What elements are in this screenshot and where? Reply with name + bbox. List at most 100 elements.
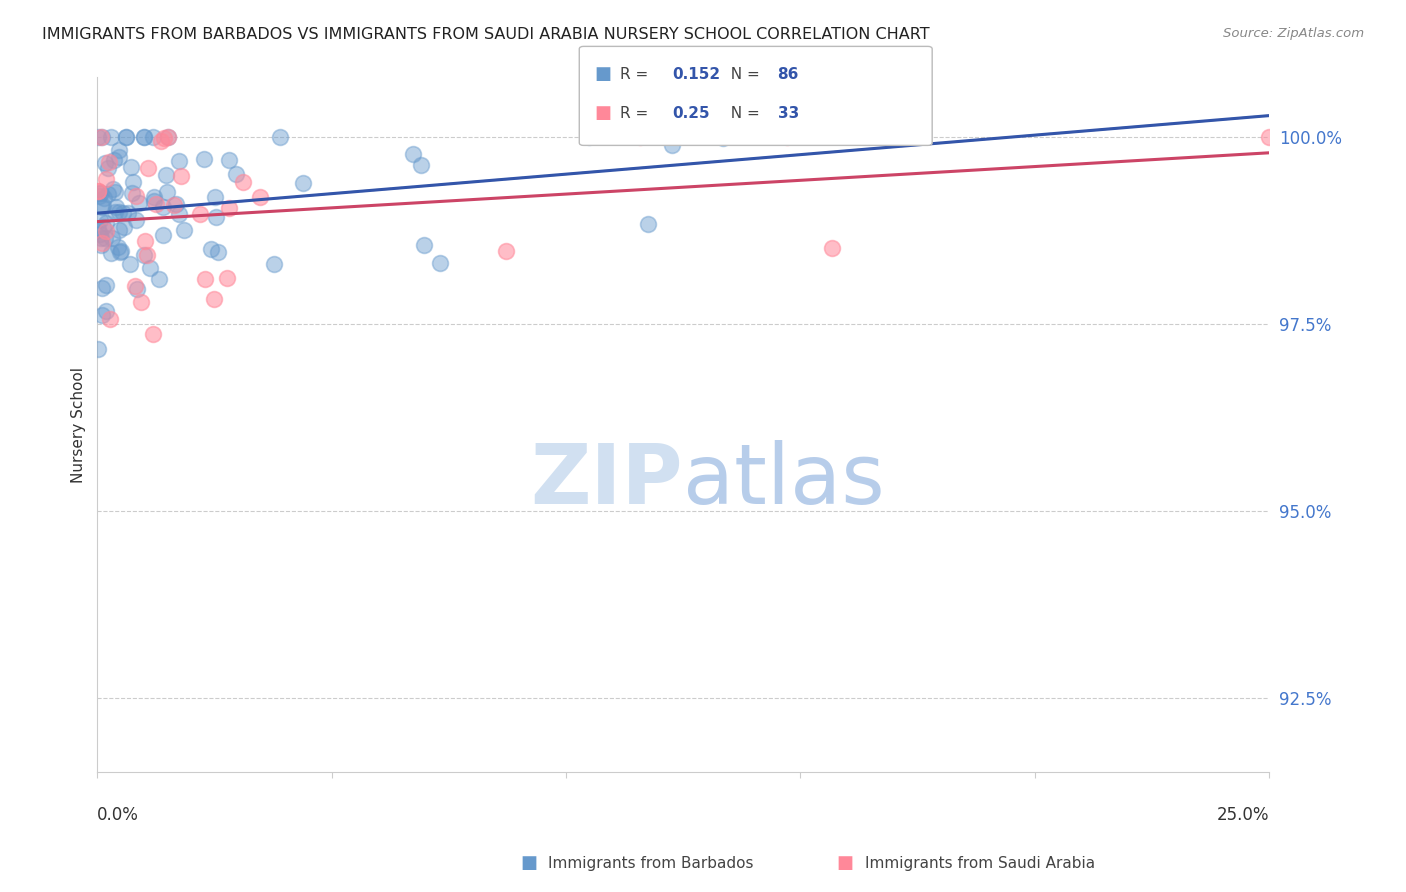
Text: 25.0%: 25.0%: [1216, 805, 1270, 824]
Point: [141, 326, 163, 341]
Point: [104, 200, 127, 214]
Text: Immigrants from Saudi Arabia: Immigrants from Saudi Arabia: [865, 856, 1095, 871]
Point: [91, 199, 114, 213]
Point: [170, 169, 193, 183]
Point: [97, 161, 120, 176]
Point: [121, 186, 143, 200]
Point: [100, 245, 122, 260]
Point: [89, 227, 111, 241]
Point: [134, 234, 156, 248]
Point: [91, 200, 114, 214]
Point: [108, 204, 131, 219]
Point: [115, 130, 138, 145]
Point: [87, 186, 110, 200]
Point: [108, 245, 131, 260]
Point: [157, 130, 180, 145]
Text: atlas: atlas: [683, 440, 884, 521]
Point: [87, 189, 110, 203]
Point: [103, 182, 125, 196]
Text: R =: R =: [620, 106, 658, 120]
Text: ■: ■: [595, 65, 612, 83]
Point: [207, 245, 229, 260]
Text: Immigrants from Barbados: Immigrants from Barbados: [548, 856, 754, 871]
Point: [202, 292, 225, 306]
Point: [292, 176, 315, 190]
Point: [90, 238, 112, 252]
Point: [163, 198, 186, 212]
Point: [104, 185, 127, 199]
Point: [91, 235, 114, 250]
Y-axis label: Nursery School: Nursery School: [72, 367, 86, 483]
Text: N =: N =: [721, 67, 765, 81]
Text: 33: 33: [778, 106, 799, 120]
Point: [94, 156, 117, 170]
Point: [217, 271, 239, 285]
Text: 0.0%: 0.0%: [97, 805, 139, 824]
Text: ■: ■: [520, 855, 537, 872]
Point: [409, 158, 432, 172]
Point: [413, 238, 436, 252]
Point: [138, 161, 160, 175]
Point: [129, 295, 152, 310]
Point: [263, 257, 285, 271]
Point: [107, 150, 129, 164]
Point: [108, 223, 131, 237]
Point: [112, 220, 135, 235]
Point: [107, 239, 129, 253]
Point: [94, 172, 117, 186]
Text: ■: ■: [595, 104, 612, 122]
Point: [94, 216, 117, 230]
Point: [402, 147, 425, 161]
Point: [98, 154, 121, 169]
Point: [429, 256, 451, 270]
Point: [132, 130, 155, 145]
Text: 86: 86: [778, 67, 799, 81]
Text: 0.152: 0.152: [672, 67, 720, 81]
Point: [111, 206, 134, 220]
Point: [218, 153, 240, 167]
Point: [1258, 130, 1281, 145]
Point: [148, 272, 170, 286]
Point: [125, 213, 148, 227]
Point: [100, 130, 122, 145]
Text: 0.25: 0.25: [672, 106, 710, 120]
Point: [103, 153, 125, 167]
Point: [165, 197, 187, 211]
Point: [134, 130, 156, 145]
Point: [128, 196, 150, 211]
Point: [90, 186, 112, 200]
Point: [232, 175, 254, 189]
Point: [142, 194, 165, 209]
Point: [127, 282, 149, 296]
Point: [94, 224, 117, 238]
Point: [93, 191, 115, 205]
Point: [713, 131, 735, 145]
Point: [115, 130, 138, 145]
Point: [94, 231, 117, 245]
Point: [249, 190, 271, 204]
Point: [90, 281, 112, 295]
Point: [100, 231, 122, 245]
Point: [103, 204, 125, 219]
Text: ■: ■: [837, 855, 853, 872]
Point: [122, 175, 145, 189]
Text: ZIP: ZIP: [530, 440, 683, 521]
Point: [87, 185, 110, 199]
Point: [821, 241, 844, 255]
Point: [200, 242, 222, 256]
Text: IMMIGRANTS FROM BARBADOS VS IMMIGRANTS FROM SAUDI ARABIA NURSERY SCHOOL CORRELAT: IMMIGRANTS FROM BARBADOS VS IMMIGRANTS F…: [42, 27, 929, 42]
Point: [775, 130, 797, 145]
Point: [90, 231, 112, 245]
Point: [120, 161, 142, 175]
Point: [204, 190, 226, 204]
Point: [142, 190, 165, 204]
Point: [194, 272, 217, 286]
Point: [188, 207, 211, 221]
Text: Source: ZipAtlas.com: Source: ZipAtlas.com: [1223, 27, 1364, 40]
Point: [91, 309, 114, 323]
Point: [87, 184, 110, 198]
Point: [91, 130, 114, 145]
Point: [578, 130, 600, 145]
Point: [124, 279, 146, 293]
Point: [495, 244, 517, 259]
